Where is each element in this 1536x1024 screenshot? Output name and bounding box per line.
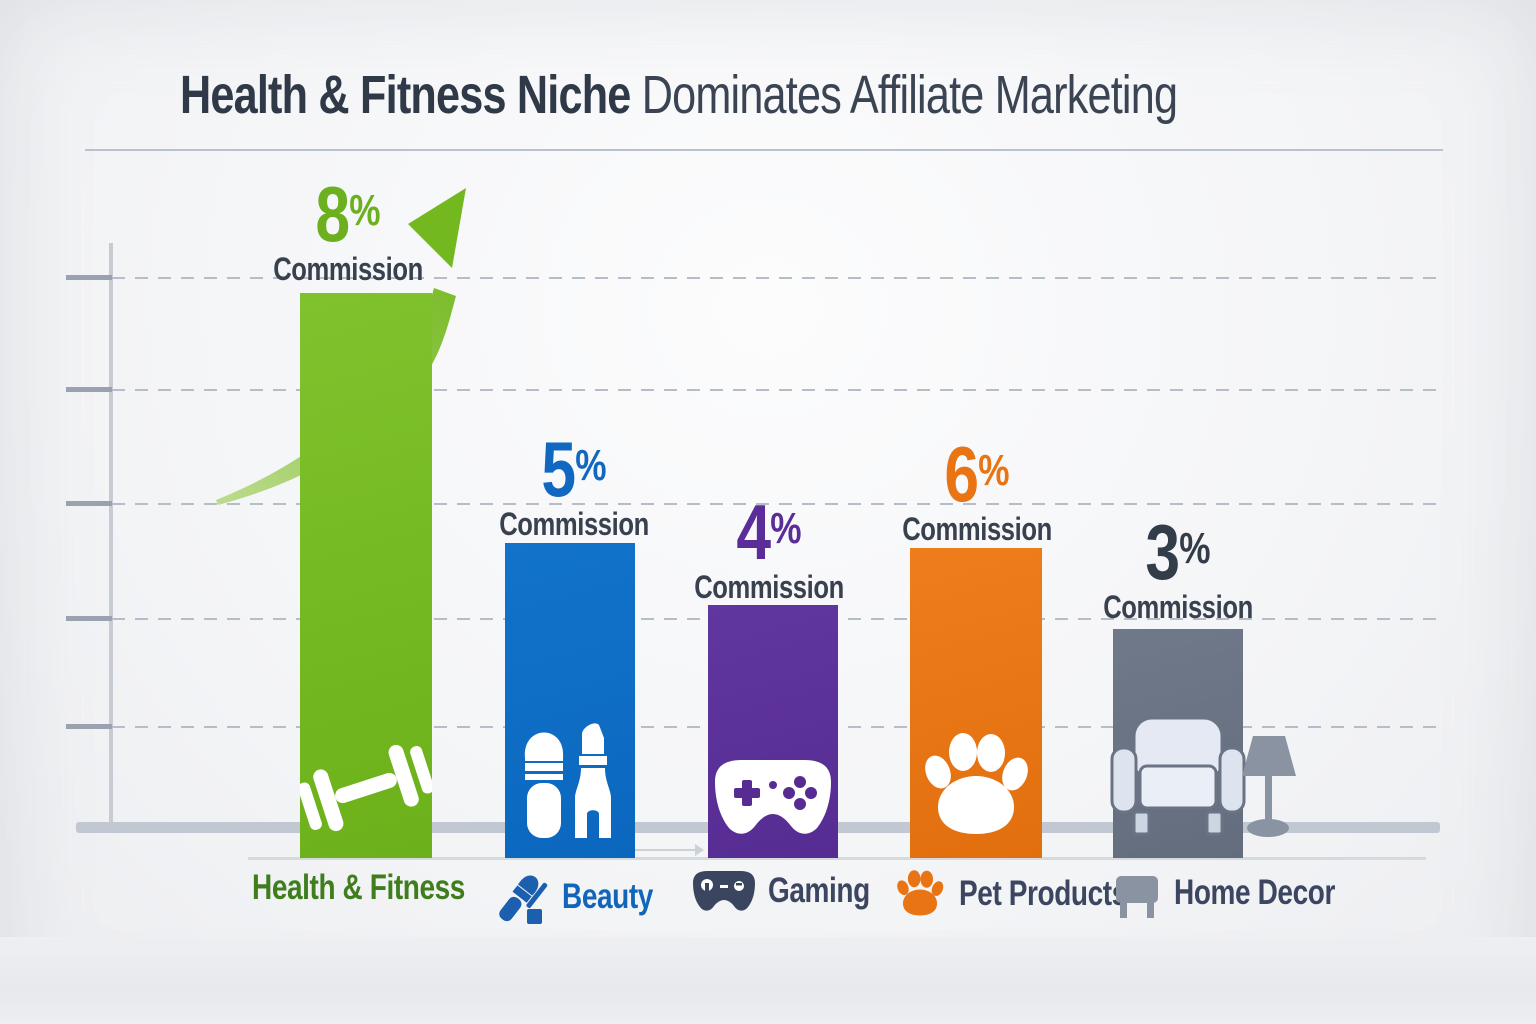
y-axis-tick (66, 387, 112, 392)
game-controller-icon (715, 760, 831, 834)
y-axis-tick (66, 501, 112, 506)
commission-label: Commission (499, 505, 649, 542)
category-gaming: Gaming (692, 868, 895, 914)
value-label-pet-products: 6% Commission (865, 430, 1089, 547)
bar-health-fitness (300, 293, 432, 858)
commission-label: Commission (902, 510, 1052, 547)
armchair-icon (1110, 716, 1246, 836)
y-axis-tick (66, 275, 112, 280)
category-label: Pet Products (959, 874, 1127, 913)
bottom-band (0, 937, 1536, 1024)
gridline (112, 389, 1442, 391)
bar-pet-products (910, 548, 1042, 858)
pet-mini-icon (897, 870, 944, 916)
bar-gaming (708, 605, 838, 858)
category-pet-products: Pet Products (893, 868, 1169, 920)
category-health-fitness: Health & Fitness (252, 868, 518, 908)
category-home-decor: Home Decor (1112, 868, 1375, 918)
home-mini-icon (1116, 876, 1158, 918)
floor-arrow-accent (612, 844, 704, 856)
category-label: Home Decor (1174, 873, 1335, 912)
gridline (112, 503, 1442, 505)
dumbbell-icon (300, 744, 432, 832)
title-rest: Dominates Affiliate Marketing (641, 65, 1178, 125)
percent-value: 6% (944, 430, 1010, 518)
paw-print-icon (925, 733, 1028, 834)
gridline (112, 277, 1442, 279)
floor-line (248, 857, 1426, 860)
commission-label: Commission (1103, 588, 1253, 625)
category-label: Gaming (768, 871, 870, 910)
makeup-brush-lipstick-icon (524, 723, 611, 838)
percent-value: 4% (736, 488, 802, 576)
y-axis-tick (66, 724, 112, 729)
bar-beauty (505, 543, 635, 858)
commission-label: Commission (694, 568, 844, 605)
percent-value: 5% (541, 425, 607, 513)
floor-lamp-icon (1242, 736, 1296, 837)
title-underline (85, 149, 1443, 151)
value-label-home-decor: 3% Commission (1066, 508, 1290, 625)
commission-label: Commission (273, 250, 423, 287)
page-title: Health & Fitness Niche Dominates Affiliat… (180, 64, 1252, 126)
category-beauty: Beauty (492, 868, 676, 926)
y-axis-tick (66, 616, 112, 621)
gaming-mini-icon (693, 871, 755, 911)
beauty-mini-icon (499, 875, 548, 924)
value-label-beauty: 5% Commission (462, 425, 686, 542)
bar-home-decor (1110, 629, 1246, 858)
value-label-gaming: 4% Commission (657, 488, 881, 605)
category-label: Health & Fitness (252, 868, 465, 907)
category-label: Beauty (562, 877, 653, 916)
y-axis-line (109, 243, 113, 831)
title-emphasis: Health & Fitness Niche (180, 65, 631, 125)
percent-value: 3% (1145, 508, 1211, 596)
percent-value: 8% (315, 170, 381, 258)
value-label-health-fitness: 8% Commission (236, 170, 460, 287)
